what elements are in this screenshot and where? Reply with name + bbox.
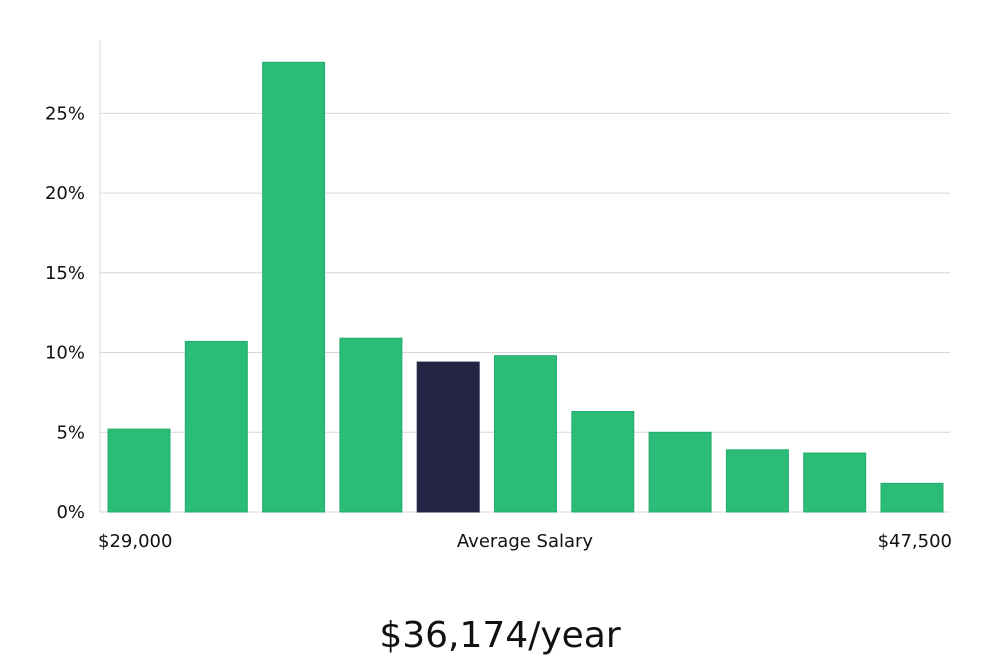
bar — [725, 449, 789, 513]
y-tick-label: 0% — [56, 502, 85, 523]
y-tick-label: 25% — [45, 103, 85, 124]
bar — [107, 428, 171, 513]
bar — [184, 340, 248, 513]
bar — [803, 452, 867, 513]
y-tick-label: 5% — [56, 422, 85, 443]
x-axis-max-label: $47,500 — [878, 531, 952, 552]
bar — [339, 337, 403, 513]
bar — [262, 61, 326, 513]
bar — [648, 431, 712, 513]
bars — [107, 61, 944, 513]
bar — [494, 355, 557, 513]
bar — [571, 411, 635, 513]
bar-highlighted — [416, 361, 480, 513]
average-salary-value: $36,174/year — [379, 615, 621, 656]
bar — [880, 482, 944, 513]
y-tick-label: 15% — [45, 263, 85, 284]
y-tick-label: 20% — [45, 183, 85, 204]
y-tick-labels: 0% 5% 10% 15% 20% 25% — [45, 103, 85, 523]
x-axis-min-label: $29,000 — [98, 531, 172, 552]
y-tick-label: 10% — [45, 343, 85, 364]
x-axis-title: Average Salary — [457, 531, 594, 552]
